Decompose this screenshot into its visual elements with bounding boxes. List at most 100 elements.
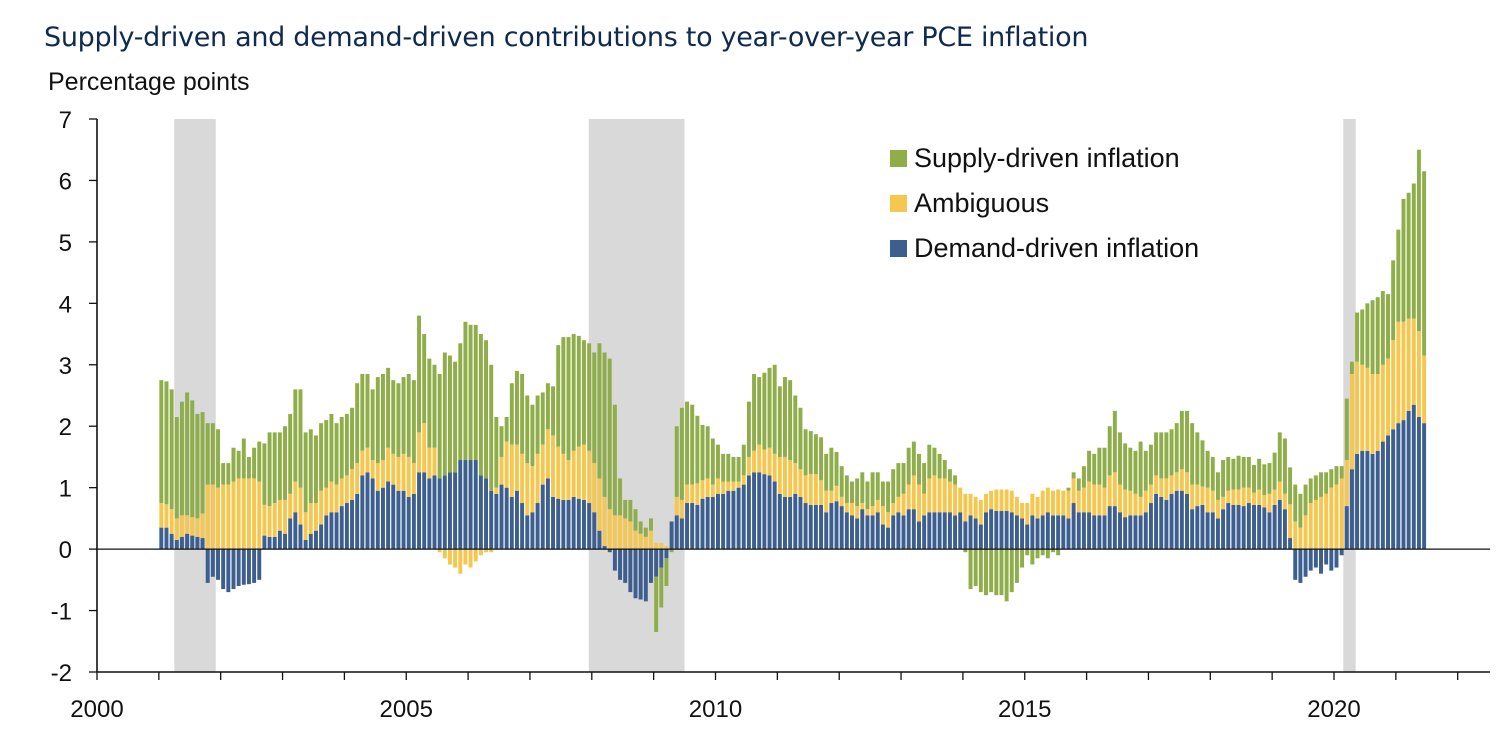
bar-segment-supply bbox=[1231, 458, 1236, 490]
bar-segment-ambiguous bbox=[1051, 490, 1055, 516]
bar-segment-demand bbox=[1416, 417, 1421, 550]
bar-segment-demand bbox=[1422, 423, 1427, 550]
bar-segment-supply bbox=[803, 429, 808, 476]
bar-segment-supply bbox=[169, 389, 174, 510]
bar-segment-supply bbox=[200, 412, 205, 514]
bar-segment-supply bbox=[1040, 549, 1045, 556]
bar-segment-demand bbox=[690, 503, 695, 550]
bar-segment-ambiguous bbox=[736, 481, 741, 488]
bar-segment-demand bbox=[1313, 549, 1318, 568]
bar-segment-supply bbox=[283, 426, 288, 500]
bar-segment-supply bbox=[1416, 149, 1421, 331]
bar-segment-ambiguous bbox=[453, 549, 458, 568]
bar-segment-ambiguous bbox=[1107, 475, 1112, 507]
bar-segment-ambiguous bbox=[1422, 355, 1427, 424]
bar-segment-demand bbox=[468, 460, 473, 550]
bar-segment-demand bbox=[834, 501, 839, 550]
bar-segment-demand bbox=[880, 524, 885, 550]
bar-segment-ambiguous bbox=[762, 449, 767, 475]
bar-segment-demand bbox=[277, 530, 282, 550]
bar-segment-ambiguous bbox=[1365, 367, 1370, 451]
bar-segment-demand bbox=[453, 472, 458, 550]
bar-segment-demand bbox=[1288, 538, 1293, 550]
bar-segment-supply bbox=[602, 352, 607, 497]
bar-segment-ambiguous bbox=[1076, 490, 1081, 513]
bar-segment-demand bbox=[246, 549, 251, 585]
bar-segment-ambiguous bbox=[865, 509, 870, 516]
bar-segment-ambiguous bbox=[710, 484, 715, 497]
bar-segment-supply bbox=[1148, 444, 1153, 485]
bar-segment-demand bbox=[927, 512, 932, 550]
bar-segment-supply bbox=[922, 463, 927, 494]
bar-segment-demand bbox=[1411, 404, 1416, 550]
bar-segment-supply bbox=[597, 343, 602, 479]
bar-segment-demand bbox=[365, 472, 370, 550]
x-tick-label: 2020 bbox=[1307, 696, 1360, 723]
bar-segment-ambiguous bbox=[489, 549, 494, 553]
bar-segment-demand bbox=[1174, 490, 1179, 550]
bar-segment-demand bbox=[963, 521, 968, 550]
bar-segment-ambiguous bbox=[937, 478, 942, 513]
bar-segment-demand bbox=[1164, 499, 1169, 550]
bar-segment-demand bbox=[947, 512, 952, 550]
bar-segment-supply bbox=[468, 324, 473, 461]
bar-segment-ambiguous bbox=[525, 463, 530, 516]
bar-segment-supply bbox=[241, 438, 246, 479]
bar-segment-supply bbox=[458, 343, 463, 461]
bar-segment-supply bbox=[1164, 432, 1169, 479]
bar-segment-supply bbox=[710, 438, 715, 485]
bar-segment-demand bbox=[324, 515, 329, 550]
bar-segment-ambiguous bbox=[241, 478, 246, 550]
bar-segment-demand bbox=[427, 478, 432, 550]
bar-segment-supply bbox=[1262, 464, 1267, 496]
legend-item-ambiguous: Ambiguous bbox=[890, 181, 1199, 226]
bar-segment-supply bbox=[1303, 484, 1308, 516]
bar-segment-demand bbox=[1056, 515, 1061, 550]
bar-segment-ambiguous bbox=[494, 487, 499, 494]
legend: Supply-driven inflation Ambiguous Demand… bbox=[890, 136, 1199, 271]
bar-segment-ambiguous bbox=[1246, 487, 1251, 504]
bar-segment-ambiguous bbox=[442, 549, 447, 559]
bar-segment-demand bbox=[875, 512, 880, 550]
bar-segment-supply bbox=[221, 463, 226, 485]
bar-segment-demand bbox=[540, 484, 545, 550]
bar-segment-demand bbox=[1406, 410, 1411, 550]
bar-segment-demand bbox=[1205, 512, 1210, 550]
bar-segment-demand bbox=[437, 478, 442, 550]
bar-segment-demand bbox=[1282, 509, 1287, 550]
bar-segment-demand bbox=[695, 504, 700, 550]
bar-segment-ambiguous bbox=[886, 512, 891, 528]
bar-segment-ambiguous bbox=[1164, 478, 1169, 500]
bar-segment-ambiguous bbox=[597, 478, 602, 531]
bar-segment-demand bbox=[1071, 503, 1076, 550]
bar-segment-demand bbox=[1319, 549, 1323, 574]
bar-segment-demand bbox=[442, 475, 447, 550]
bar-segment-ambiguous bbox=[422, 423, 427, 473]
bar-segment-ambiguous bbox=[246, 478, 251, 550]
bar-segment-ambiguous bbox=[1123, 489, 1128, 518]
bar-segment-ambiguous bbox=[210, 484, 215, 550]
y-tick-label: 5 bbox=[59, 230, 72, 257]
bar-segment-supply bbox=[360, 373, 365, 451]
bar-segment-demand bbox=[736, 487, 741, 550]
bar-segment-ambiguous bbox=[953, 484, 958, 516]
bar-segment-supply bbox=[551, 386, 556, 436]
bar-segment-supply bbox=[628, 499, 633, 522]
bar-segment-supply bbox=[623, 499, 628, 519]
bar-segment-ambiguous bbox=[1025, 503, 1030, 525]
bar-segment-supply bbox=[690, 404, 695, 485]
bar-segment-supply bbox=[1112, 410, 1117, 473]
bar-segment-demand bbox=[1339, 549, 1344, 556]
bar-segment-demand bbox=[901, 515, 906, 550]
bar-segment-demand bbox=[422, 472, 427, 550]
bar-segment-demand bbox=[659, 549, 664, 568]
bar-segment-demand bbox=[566, 499, 571, 550]
bar-segment-ambiguous bbox=[746, 456, 751, 476]
bar-segment-supply bbox=[886, 481, 891, 513]
bar-segment-demand bbox=[932, 512, 937, 550]
bar-segment-supply bbox=[592, 352, 597, 464]
bar-segment-demand bbox=[417, 472, 422, 550]
bar-segment-supply bbox=[324, 420, 329, 488]
bar-segment-demand bbox=[1308, 549, 1313, 571]
bar-segment-supply bbox=[1200, 440, 1205, 487]
